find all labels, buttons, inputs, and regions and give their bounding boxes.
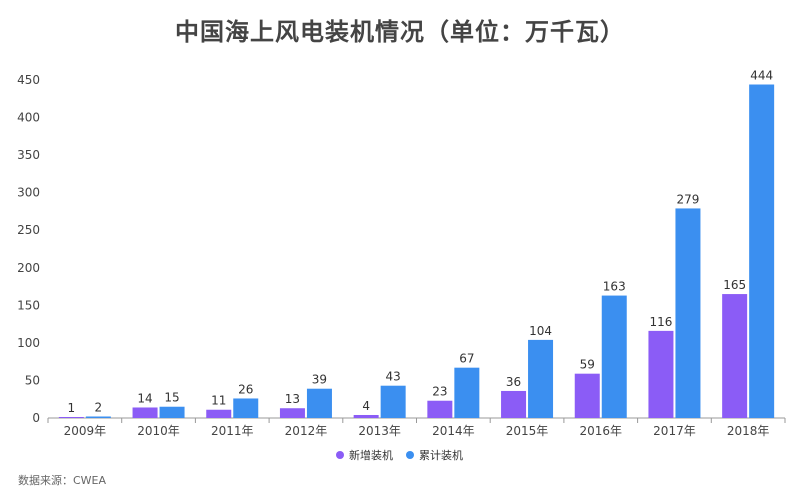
data-label: 104 [529, 324, 552, 338]
bar-cumulative [159, 406, 185, 418]
bar-new [353, 414, 379, 418]
data-label: 15 [164, 391, 179, 405]
x-tick-label: 2016年 [579, 424, 622, 438]
data-label: 67 [459, 352, 474, 366]
data-label: 36 [506, 375, 521, 389]
chart-title: 中国海上风电装机情况（单位：万千瓦） [175, 18, 625, 46]
data-label: 116 [649, 315, 672, 329]
source-note: 数据来源：CWEA [18, 474, 107, 487]
x-tick-label: 2015年 [506, 424, 549, 438]
data-label: 444 [750, 69, 773, 83]
bar-cumulative [380, 385, 406, 418]
x-tick-label: 2012年 [285, 424, 328, 438]
bar-new [501, 390, 527, 418]
x-tick-label: 2011年 [211, 424, 254, 438]
bar-cumulative [675, 208, 701, 418]
bar-new [132, 407, 158, 418]
bar-cumulative [454, 367, 480, 418]
bar-new [206, 409, 232, 418]
y-tick-label: 250 [17, 223, 40, 237]
bar-new [722, 294, 748, 418]
bar-cumulative [85, 416, 111, 418]
bar-cumulative [233, 398, 259, 418]
legend-marker [406, 451, 414, 459]
data-label: 26 [238, 382, 253, 396]
data-label: 279 [676, 192, 699, 206]
data-label: 39 [312, 373, 327, 387]
x-tick-label: 2017年 [653, 424, 696, 438]
data-label: 163 [603, 280, 626, 294]
y-tick-label: 450 [17, 73, 40, 87]
y-tick-label: 50 [25, 373, 40, 387]
data-label: 23 [432, 385, 447, 399]
data-label: 4 [362, 399, 370, 413]
bar-cumulative [749, 84, 775, 419]
data-label: 59 [580, 358, 595, 372]
y-tick-label: 100 [17, 336, 40, 350]
legend-marker [336, 451, 344, 459]
y-tick-label: 150 [17, 298, 40, 312]
x-tick-label: 2013年 [358, 424, 401, 438]
data-label: 2 [95, 400, 103, 414]
x-tick-label: 2014年 [432, 424, 475, 438]
data-label: 43 [386, 370, 401, 384]
bar-cumulative [528, 339, 554, 418]
bar-new [574, 373, 600, 418]
legend-label: 累计装机 [419, 448, 463, 462]
data-label: 11 [211, 394, 226, 408]
data-label: 165 [723, 278, 746, 292]
bar-new [427, 400, 453, 418]
data-label: 1 [68, 401, 76, 415]
bar-new [58, 417, 84, 418]
y-tick-label: 0 [32, 411, 40, 425]
y-tick-label: 300 [17, 186, 40, 200]
x-tick-label: 2010年 [137, 424, 180, 438]
y-tick-label: 350 [17, 148, 40, 162]
bar-cumulative [601, 295, 627, 418]
x-tick-label: 2018年 [727, 424, 770, 438]
bar-new [279, 408, 305, 418]
data-label: 14 [137, 391, 152, 405]
y-tick-label: 200 [17, 261, 40, 275]
x-tick-label: 2009年 [64, 424, 107, 438]
bar-cumulative [306, 388, 332, 418]
legend-label: 新增装机 [349, 448, 393, 462]
data-label: 13 [285, 392, 300, 406]
bar-new [648, 330, 674, 418]
y-tick-label: 400 [17, 111, 40, 125]
